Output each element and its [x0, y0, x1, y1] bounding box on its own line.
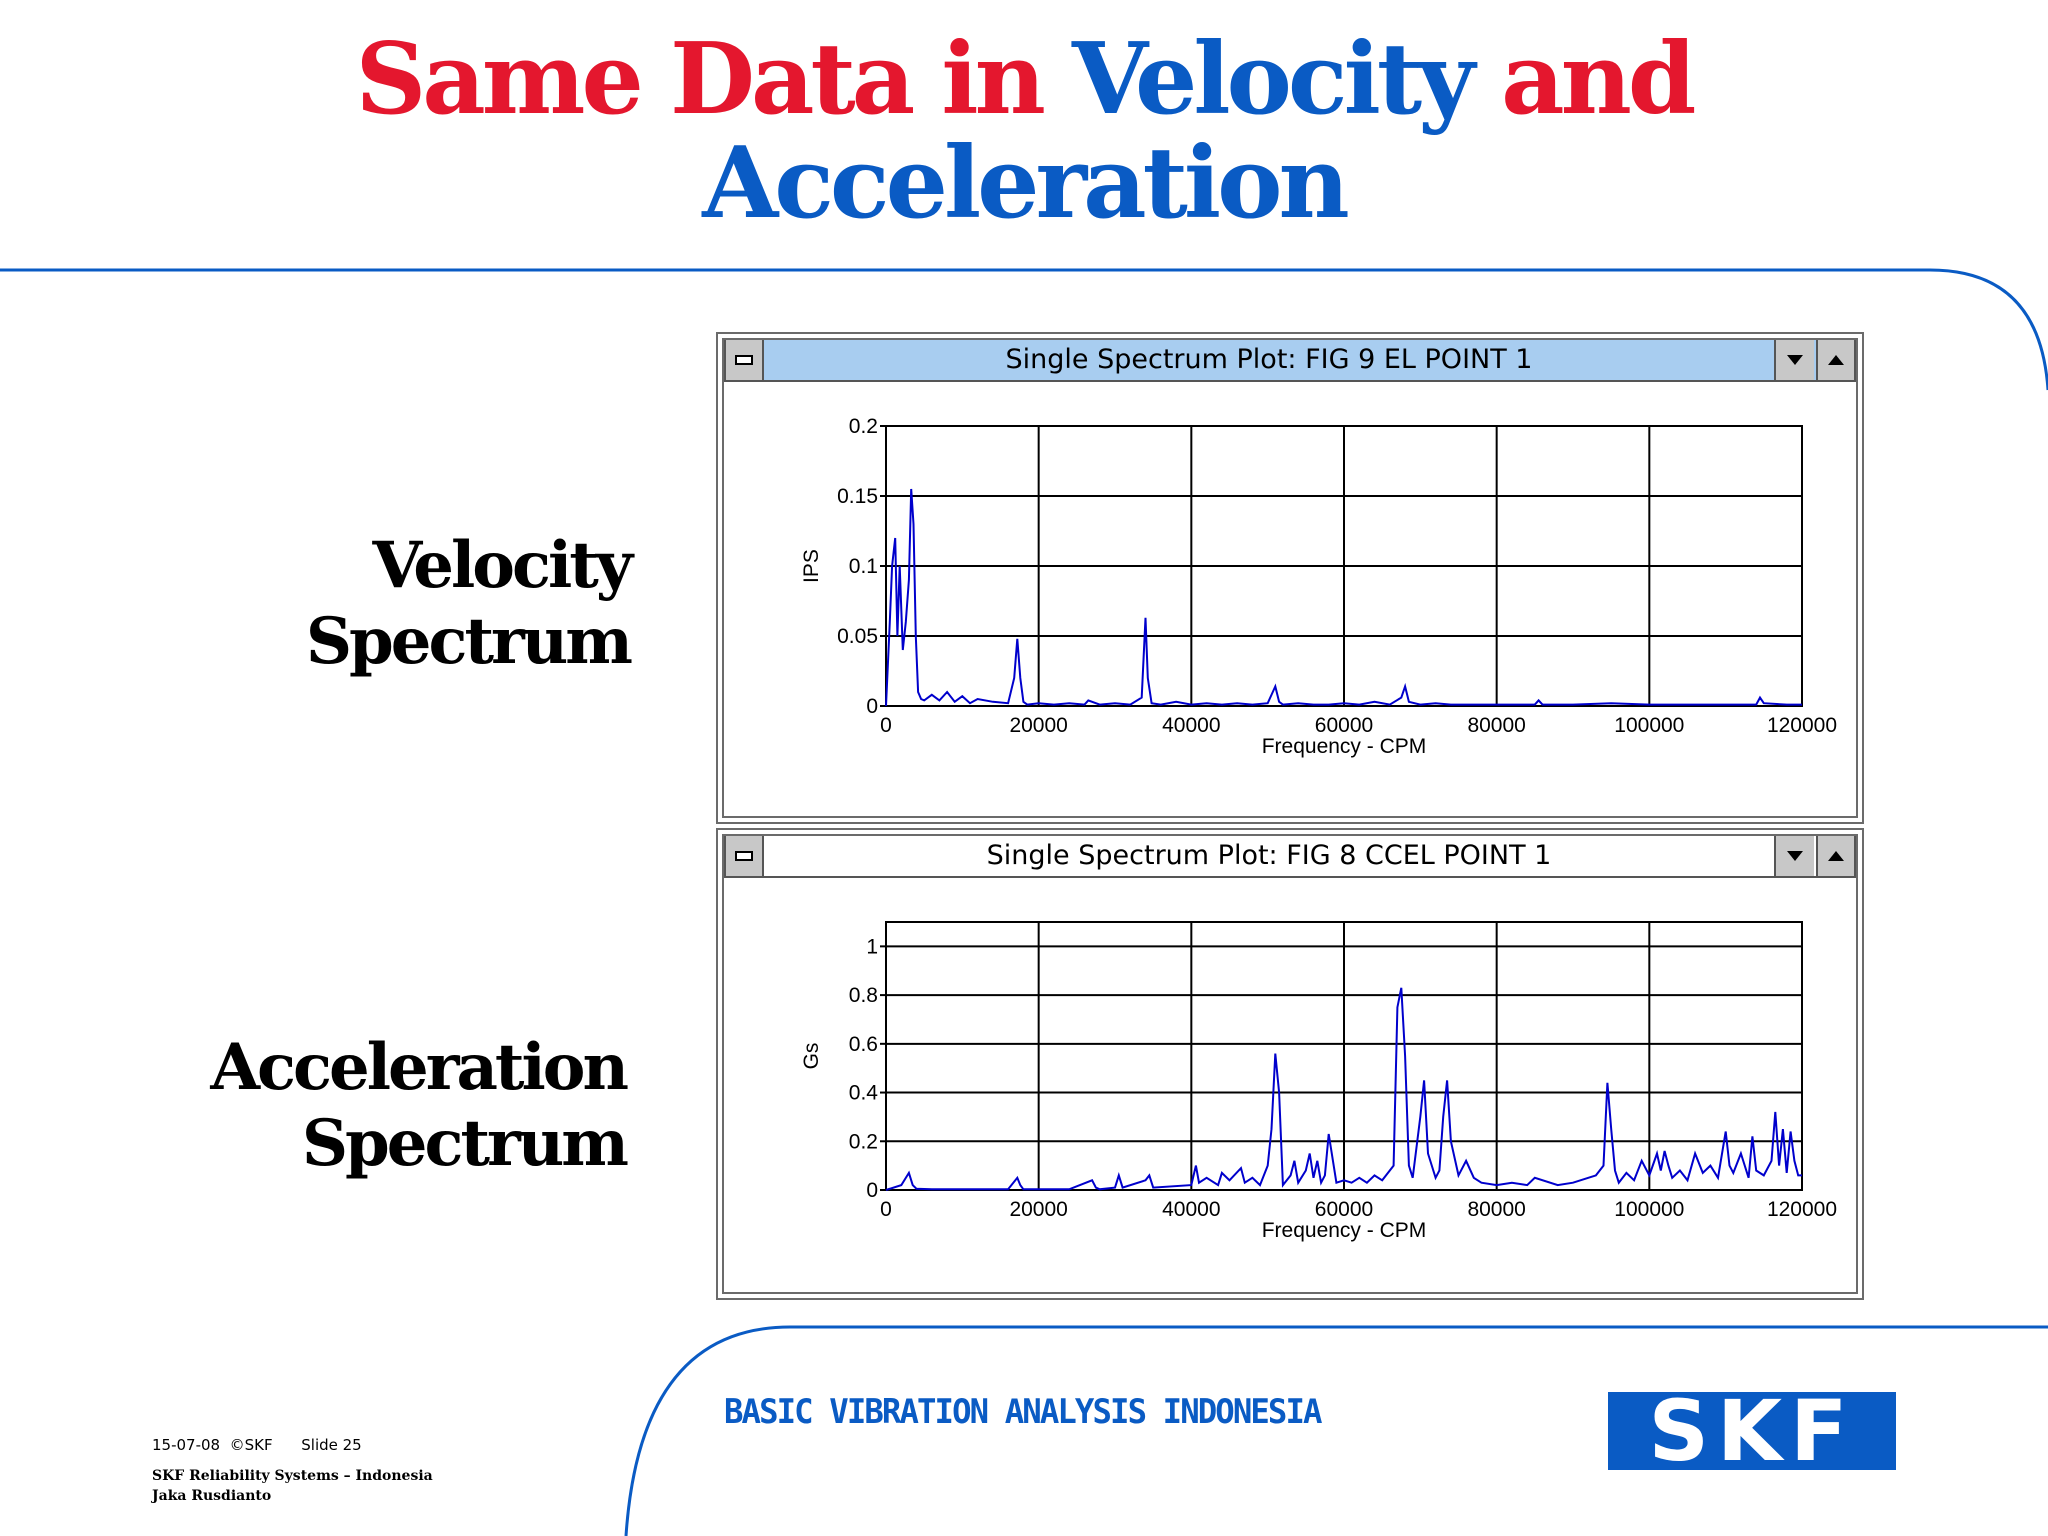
y-tick-label: 0.6: [849, 1033, 878, 1056]
footer-org-line1: SKF Reliability Systems – Indonesia: [152, 1468, 433, 1484]
footer-org: SKF Reliability Systems – Indonesia Jaka…: [152, 1466, 433, 1506]
y-tick-label: 0.2: [849, 415, 878, 438]
window-titlebar[interactable]: Single Spectrum Plot: FIG 8 CCEL POINT 1: [724, 836, 1856, 878]
velocity-spectrum-window: Single Spectrum Plot: FIG 9 EL POINT 1 0…: [716, 332, 1864, 824]
y-axis-label: IPS: [800, 549, 823, 583]
spectrum-line: [885, 987, 1802, 1191]
y-tick-label: 0: [866, 1179, 878, 1202]
window-frame: Single Spectrum Plot: FIG 9 EL POINT 1 0…: [722, 338, 1858, 818]
y-tick-label: 0.2: [849, 1130, 878, 1153]
window-titlebar[interactable]: Single Spectrum Plot: FIG 9 EL POINT 1: [724, 340, 1856, 382]
acceleration-label-line1: Acceleration: [210, 1030, 629, 1105]
chevron-down-icon: [1787, 355, 1803, 365]
y-tick-label: 0.8: [849, 984, 878, 1007]
y-tick-label: 0.1: [849, 555, 878, 578]
scroll-up-button[interactable]: [1816, 836, 1856, 876]
minimize-icon: [735, 355, 753, 365]
title-line-2: Acceleration: [702, 126, 1350, 241]
y-tick-label: 0.05: [837, 625, 878, 648]
x-tick-label: 0: [880, 714, 892, 737]
chevron-up-icon: [1828, 355, 1844, 365]
footer-org-line2: Jaka Rusdianto: [152, 1488, 272, 1504]
x-tick-label: 80000: [1467, 1198, 1525, 1221]
title-part-red: Same Data in: [355, 22, 1072, 137]
velocity-spectrum-label: Velocity Spectrum: [250, 528, 633, 680]
x-tick-label: 120000: [1767, 714, 1837, 737]
y-tick-label: 0.15: [837, 485, 878, 508]
x-tick-label: 20000: [1009, 714, 1067, 737]
y-tick-label: 1: [866, 935, 878, 958]
minimize-icon: [735, 851, 753, 861]
x-tick-label: 40000: [1162, 714, 1220, 737]
window-title: Single Spectrum Plot: FIG 8 CCEL POINT 1: [986, 840, 1552, 871]
x-tick-label: 60000: [1315, 1198, 1373, 1221]
scroll-down-button[interactable]: [1774, 836, 1814, 876]
scroll-down-button[interactable]: [1774, 340, 1814, 380]
x-tick-label: 100000: [1614, 714, 1684, 737]
title-part-blue: Velocity: [1071, 22, 1475, 137]
footer-meta: 15-07-08 ©SKF Slide 25: [152, 1436, 362, 1454]
y-tick-label: 0.4: [849, 1082, 879, 1105]
chevron-up-icon: [1828, 851, 1844, 861]
x-tick-label: 100000: [1614, 1198, 1684, 1221]
velocity-spectrum-chart: 0 20000 40000 60000 80000 100000 120000 0 0.05 0.…: [800, 415, 1837, 758]
title-part-red-2: and: [1471, 22, 1696, 137]
x-tick-label: 40000: [1162, 1198, 1220, 1221]
x-tick-label: 0: [880, 1198, 892, 1221]
window-title: Single Spectrum Plot: FIG 9 EL POINT 1: [1005, 344, 1533, 375]
footer-date: 15-07-08: [152, 1436, 221, 1454]
acceleration-spectrum-window: Single Spectrum Plot: FIG 8 CCEL POINT 1…: [716, 828, 1864, 1300]
footer-copyright: ©SKF: [229, 1436, 273, 1454]
acceleration-spectrum-label: Acceleration Spectrum: [200, 1030, 629, 1182]
spectrum-line: [885, 488, 1802, 707]
x-tick-label: 80000: [1467, 714, 1525, 737]
scroll-up-button[interactable]: [1816, 340, 1856, 380]
minimize-button[interactable]: [724, 340, 764, 380]
chevron-down-icon: [1787, 851, 1803, 861]
x-axis-label: Frequency - CPM: [1262, 1219, 1427, 1242]
slide-title: Same Data in Velocity and Acceleration: [0, 28, 2048, 236]
x-tick-label: 60000: [1315, 714, 1373, 737]
skf-logo: SKF: [1608, 1389, 1896, 1473]
course-banner: BASIC VIBRATION ANALYSIS INDONESIA: [724, 1392, 1322, 1432]
y-axis-label: Gs: [800, 1043, 823, 1070]
y-tick-label: 0: [866, 695, 878, 718]
minimize-button[interactable]: [724, 836, 764, 876]
x-tick-label: 20000: [1009, 1198, 1067, 1221]
window-frame: Single Spectrum Plot: FIG 8 CCEL POINT 1…: [722, 834, 1858, 1294]
footer-slide-number: Slide 25: [301, 1436, 362, 1454]
x-tick-label: 120000: [1767, 1198, 1837, 1221]
x-axis-label: Frequency - CPM: [1262, 735, 1427, 758]
acceleration-spectrum-chart: 0 20000 40000 60000 80000 100000 120000 0 0.2 0.4…: [800, 921, 1837, 1242]
velocity-label-line2: Spectrum: [305, 604, 633, 679]
acceleration-label-line2: Spectrum: [301, 1106, 629, 1181]
velocity-label-line1: Velocity: [372, 528, 633, 603]
